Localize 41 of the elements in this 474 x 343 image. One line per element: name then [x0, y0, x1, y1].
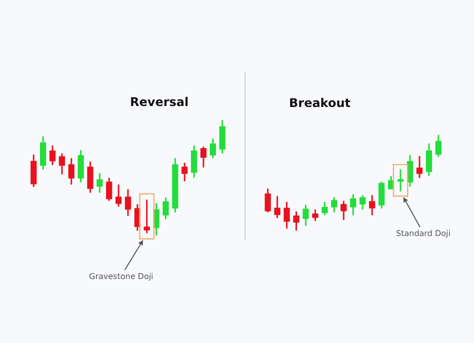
candlestick — [190, 144, 198, 178]
candlestick — [378, 181, 385, 210]
candlestick — [115, 184, 122, 208]
candlestick — [219, 119, 226, 154]
candlestick — [40, 135, 46, 170]
candlestick — [369, 194, 376, 216]
candlestick — [87, 160, 94, 194]
candlestick — [172, 157, 178, 214]
candlestick — [78, 149, 84, 184]
annotation: Standard Doji — [396, 229, 450, 238]
candlestick — [312, 208, 318, 222]
candlestick — [340, 200, 347, 221]
candlestick — [302, 204, 309, 227]
candlestick — [30, 154, 37, 188]
candlestick — [397, 168, 404, 192]
candlestick — [210, 138, 216, 159]
candlestick — [435, 134, 442, 158]
candlestick — [124, 188, 132, 217]
candlestick — [293, 210, 300, 232]
text: Gravestone Doji — [89, 272, 154, 281]
candlestick — [68, 157, 74, 186]
candlestick — [106, 177, 112, 202]
candlestick — [360, 194, 366, 210]
chart-title: Reversal — [130, 95, 189, 109]
candlestick — [426, 142, 432, 177]
candlestick — [153, 202, 160, 236]
candlestick — [182, 162, 188, 182]
chart-title: Breakout — [289, 96, 351, 110]
candlestick — [144, 198, 150, 234]
candlestick — [416, 155, 423, 179]
candlestick — [264, 188, 271, 214]
candlestick — [331, 196, 338, 214]
candlestick — [322, 201, 328, 216]
candlestick — [58, 152, 65, 176]
candlestick — [274, 195, 280, 219]
candlestick — [96, 172, 103, 194]
candlestick — [49, 144, 56, 166]
candlestick — [200, 146, 207, 168]
candlestick — [284, 201, 290, 230]
candlestick — [162, 196, 169, 220]
candlestick — [350, 193, 356, 216]
